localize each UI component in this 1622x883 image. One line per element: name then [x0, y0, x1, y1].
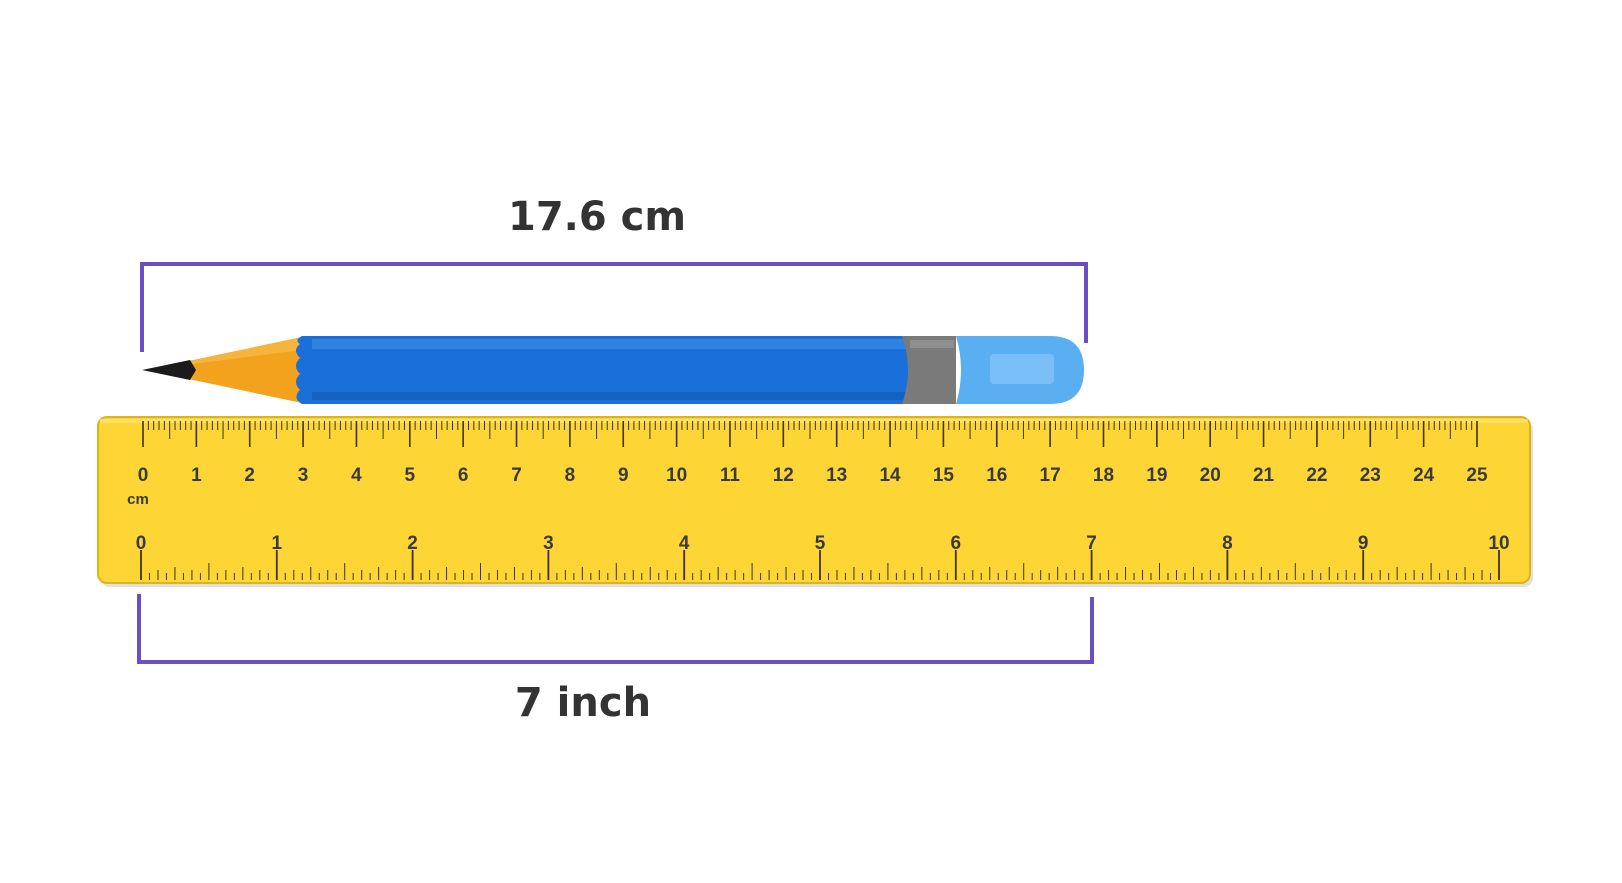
cm-tick-label: 15: [933, 465, 955, 486]
cm-tick-label: 14: [879, 465, 901, 486]
cm-tick-label: 8: [565, 465, 576, 486]
cm-tick-label: 25: [1466, 465, 1488, 486]
ruler: 0 1 2 3 4 5 6 7 8 9 10 11 12 13 14 15 16 17 18 19 20 21 22 23 24…: [97, 416, 1533, 587]
cm-tick-label: 20: [1200, 465, 1221, 486]
cm-tick-label: 22: [1306, 465, 1327, 486]
bottom-measurement-label: 7 inch: [515, 680, 651, 726]
pencil-band: [902, 336, 956, 404]
cm-tick-label: 0: [138, 465, 149, 486]
cm-tick-label: 5: [405, 465, 416, 486]
cm-tick-label: 23: [1360, 465, 1381, 486]
cm-tick-label: 2: [244, 465, 255, 486]
inch-tick-label: 0: [136, 533, 147, 554]
cm-tick-label: 21: [1253, 465, 1275, 486]
cm-tick-label: 19: [1146, 465, 1167, 486]
cm-tick-label: 17: [1040, 465, 1061, 486]
inch-tick-label: 6: [951, 533, 962, 554]
top-measurement-label: 17.6 cm: [508, 194, 686, 240]
cm-tick-label: 1: [191, 465, 202, 486]
cm-tick-label: 6: [458, 465, 469, 486]
cm-tick-label: 9: [618, 465, 629, 486]
cm-tick-label: 11: [720, 465, 741, 486]
cm-tick-label: 10: [666, 465, 687, 486]
cm-tick-label: 12: [773, 465, 794, 486]
cm-tick-label: 4: [351, 465, 362, 486]
cm-tick-label: 24: [1413, 465, 1435, 486]
inch-tick-label: 8: [1222, 533, 1233, 554]
cm-tick-label: 13: [826, 465, 847, 486]
inch-tick-label: 5: [815, 533, 826, 554]
ruler-body: [97, 416, 1531, 584]
cm-tick-label: 18: [1093, 465, 1114, 486]
inch-tick-label: 7: [1086, 533, 1097, 554]
bottom-bracket: [137, 594, 1094, 664]
inch-tick-label: 1: [272, 533, 283, 554]
cm-scale: 0 1 2 3 4 5 6 7 8 9 10 11 12 13 14 15 16 17 18 19 20 21 22 23 24…: [138, 421, 1488, 486]
cm-tick-label: 7: [511, 465, 522, 486]
cm-unit-label: cm: [127, 491, 149, 508]
pencil-lead: [142, 360, 196, 380]
inch-tick-label: 2: [407, 533, 418, 554]
cm-tick-label: 3: [298, 465, 309, 486]
pencil: [142, 336, 1084, 404]
inch-tick-label: 4: [679, 533, 690, 554]
inch-tick-label: 9: [1358, 533, 1369, 554]
pencil-body: [296, 336, 912, 404]
inch-scale: 0 1 2 3 4 5 6 7 8 9 10: [136, 533, 1510, 580]
cm-tick-label: 16: [986, 465, 1007, 486]
inch-tick-label: 10: [1488, 533, 1509, 554]
top-bracket: [140, 262, 1088, 352]
inch-tick-label: 3: [543, 533, 554, 554]
